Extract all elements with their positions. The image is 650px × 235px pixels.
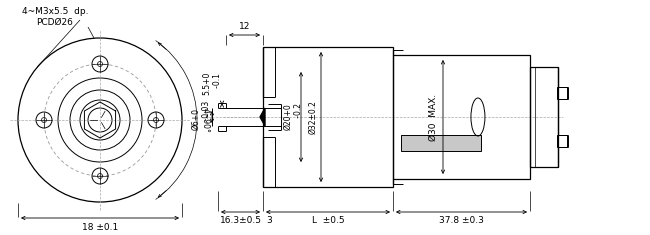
- Bar: [393, 55, 530, 179]
- Text: 37.8 ±0.3: 37.8 ±0.3: [439, 216, 484, 225]
- Polygon shape: [260, 108, 265, 126]
- Text: 4~M3x5.5  dp.: 4~M3x5.5 dp.: [21, 7, 88, 16]
- Bar: [263, 47, 393, 187]
- Text: 5.5+0
   -0.1: 5.5+0 -0.1: [202, 72, 222, 95]
- Bar: [557, 87, 567, 99]
- Text: 12: 12: [239, 22, 250, 31]
- Text: Ø20+0
      -0.2: Ø20+0 -0.2: [283, 102, 303, 132]
- Text: 4~90°: 4~90°: [201, 108, 210, 133]
- Text: 18 ±0.1: 18 ±0.1: [82, 223, 118, 232]
- Text: Ø30  MAX.: Ø30 MAX.: [428, 94, 437, 141]
- Text: 16.3±0.5: 16.3±0.5: [220, 216, 261, 225]
- Text: Ø6+0
    -0.03: Ø6+0 -0.03: [191, 100, 211, 130]
- Bar: [401, 135, 481, 151]
- Text: Ø32±0.2: Ø32±0.2: [309, 100, 317, 134]
- Text: L  ±0.5: L ±0.5: [312, 216, 344, 225]
- Text: 3: 3: [266, 216, 272, 225]
- Bar: [557, 135, 567, 147]
- Text: PCDØ26: PCDØ26: [36, 18, 73, 27]
- Bar: [530, 67, 558, 167]
